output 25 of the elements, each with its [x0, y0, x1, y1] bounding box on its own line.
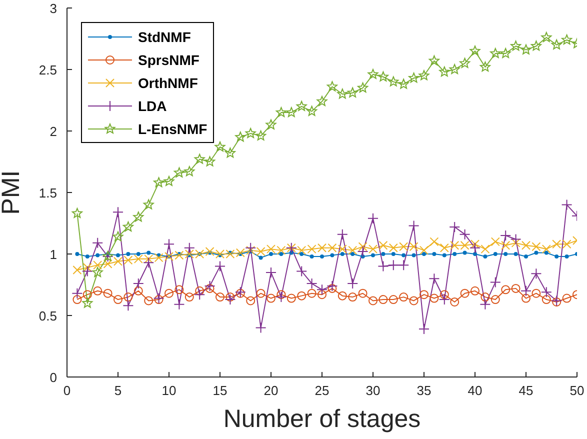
- y-tick-label: 3: [50, 1, 57, 16]
- y-tick-label: 0: [50, 370, 57, 385]
- x-tick-label: 0: [63, 383, 71, 398]
- x-tick-label: 5: [114, 383, 122, 398]
- x-tick-label: 30: [366, 383, 380, 398]
- x-tick-label: 50: [570, 383, 584, 398]
- x-tick-label: 40: [468, 383, 482, 398]
- x-tick-label: 25: [314, 383, 330, 398]
- y-tick-label: 0.5: [38, 308, 57, 324]
- x-tick-label: 35: [416, 383, 432, 398]
- legend-label: L-EnsNMF: [138, 120, 208, 136]
- x-axis-title: Number of stages: [223, 405, 421, 433]
- legend-label: StdNMF: [138, 28, 191, 44]
- legend-label: LDA: [138, 98, 167, 114]
- y-tick-label: 2: [50, 124, 57, 139]
- x-tick-label: 20: [264, 383, 278, 398]
- x-tick-label: 45: [518, 383, 534, 398]
- y-tick-label: 1: [50, 247, 57, 262]
- y-tick-label: 1.5: [38, 186, 57, 200]
- x-tick-label: 10: [162, 383, 176, 398]
- legend-label: OrthNMF: [138, 74, 198, 90]
- y-tick-label: 2.5: [38, 62, 57, 78]
- y-axis-title: PMI: [0, 170, 25, 215]
- x-tick-label: 15: [212, 383, 228, 398]
- legend-label: SprsNMF: [138, 52, 200, 68]
